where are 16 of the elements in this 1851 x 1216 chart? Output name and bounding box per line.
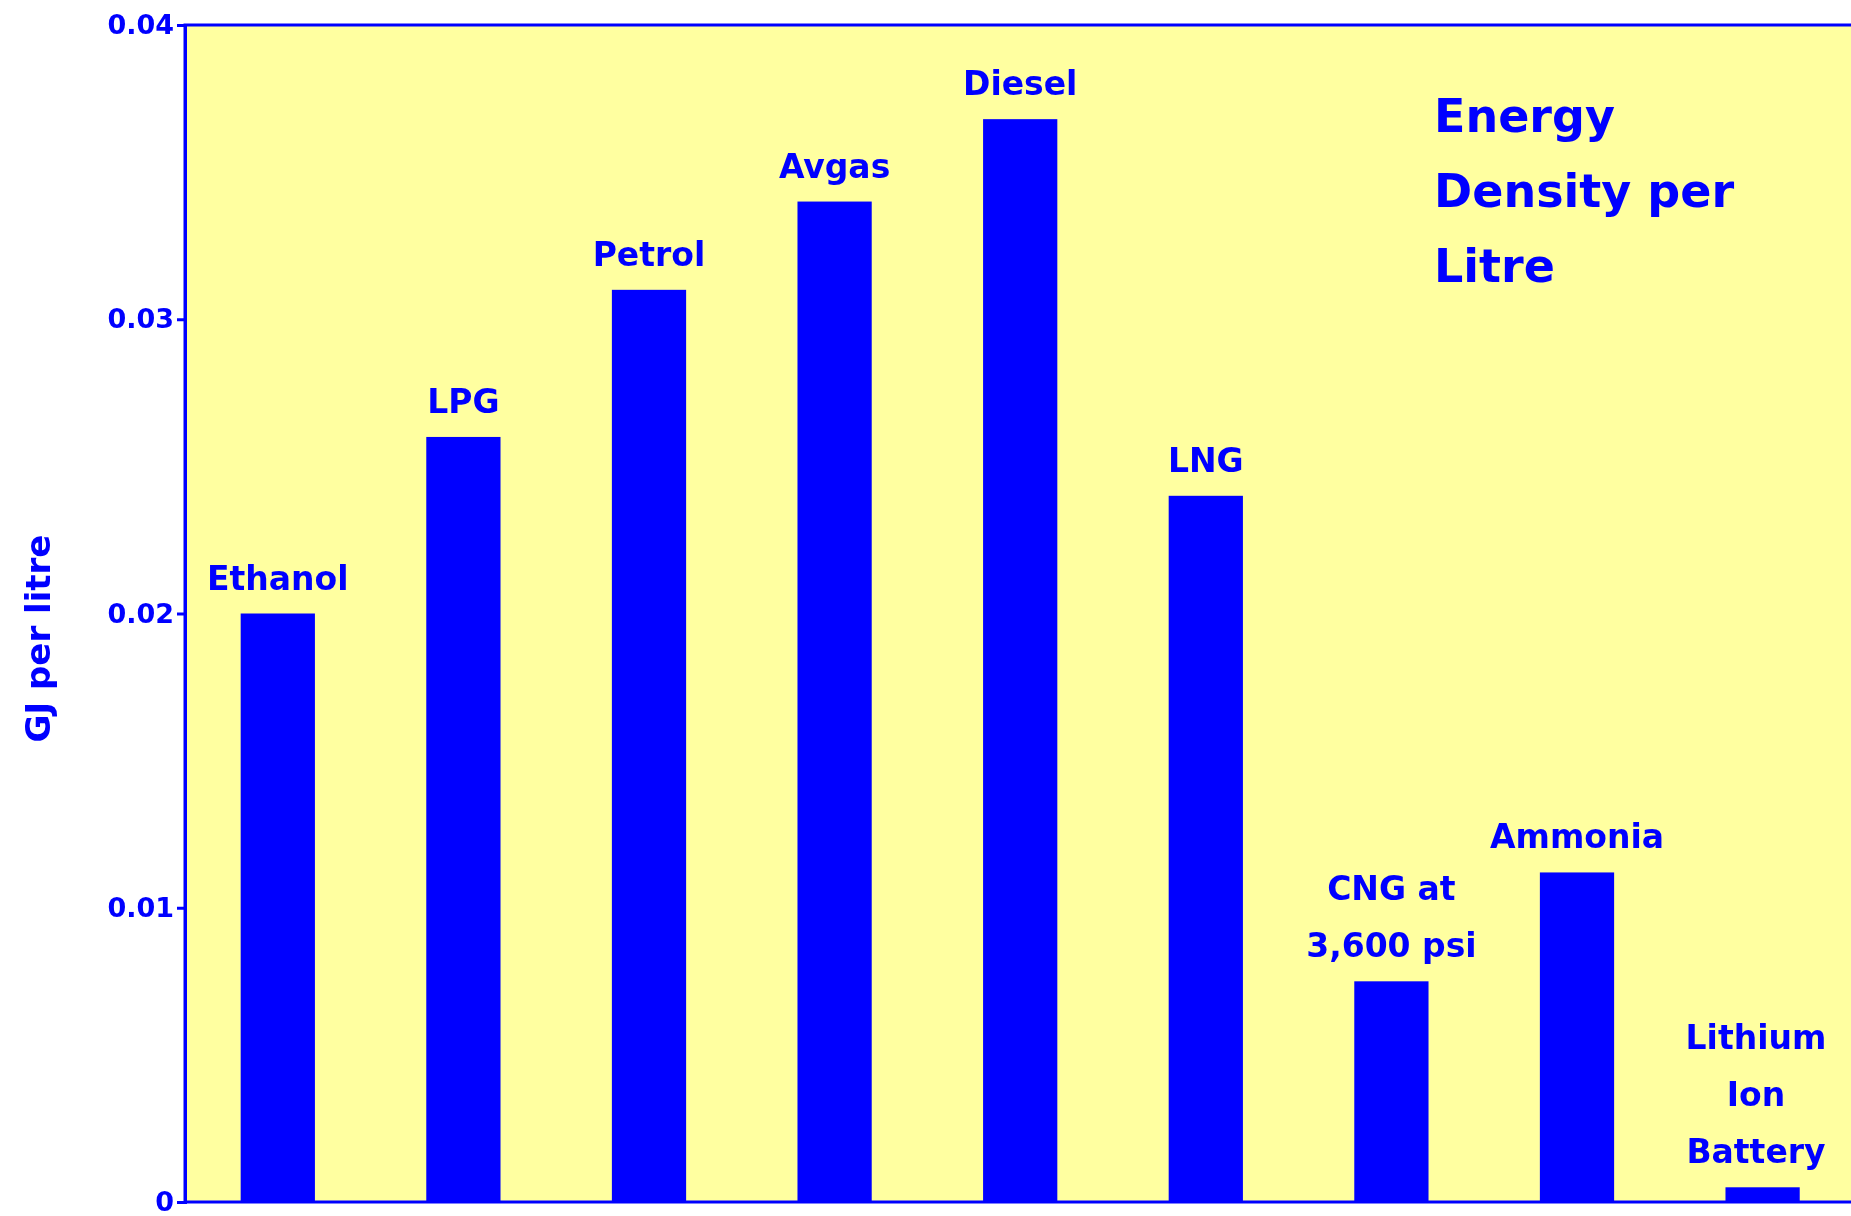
x-tick-label: Diesel bbox=[962, 64, 1078, 104]
x-tick-label: Petrol bbox=[592, 234, 706, 274]
x-tick-label: Avgas bbox=[778, 146, 891, 186]
y-tick-label: 0.04 bbox=[107, 9, 174, 41]
text: Energy Density per Litre bbox=[1434, 89, 1735, 293]
y-tick-label: 0 bbox=[155, 1186, 174, 1216]
y-axis-title: GJ per litre bbox=[18, 534, 58, 743]
x-tick-label: CNG at 3,600 psi bbox=[1306, 869, 1477, 966]
x-tick-label: LNG bbox=[1167, 440, 1244, 480]
x-tick-label: Ammonia bbox=[1489, 817, 1665, 857]
y-tick-label: 0.01 bbox=[107, 891, 174, 923]
x-tick-label: Lithium Ion Battery bbox=[1685, 1018, 1827, 1172]
x-tick-label: Ethanol bbox=[207, 558, 349, 598]
y-tick-label: 0.03 bbox=[107, 303, 174, 335]
x-tick-label: LPG bbox=[427, 381, 500, 421]
y-tick-label: 0.02 bbox=[107, 597, 174, 629]
